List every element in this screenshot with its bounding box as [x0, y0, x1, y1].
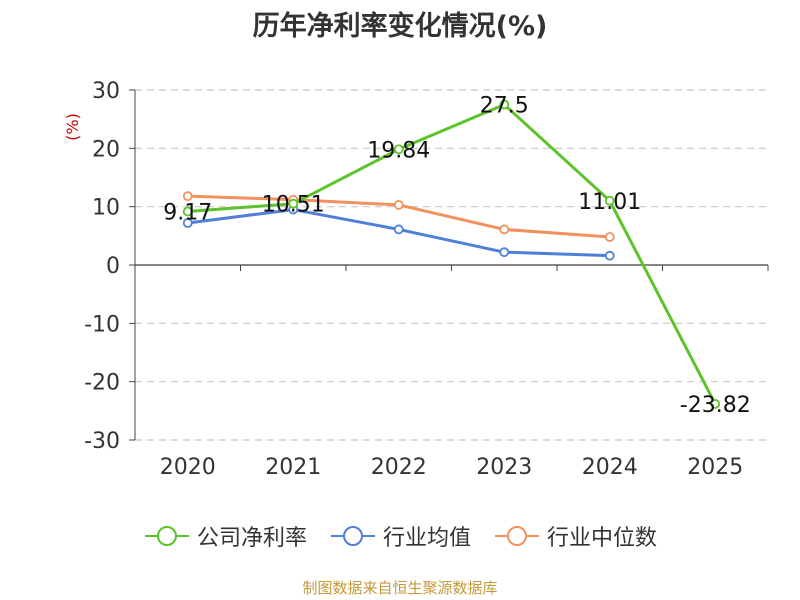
- data-label: -23.82: [680, 393, 751, 418]
- x-tick-label: 2021: [265, 455, 321, 480]
- data-point-1: [499, 247, 510, 258]
- legend-marker-industry-mean: [330, 526, 375, 546]
- data-label: 9.17: [163, 201, 212, 226]
- y-tick-label: 0: [106, 254, 120, 279]
- legend: 公司净利率 行业均值 行业中位数: [0, 518, 800, 554]
- x-tick-label: 2020: [160, 455, 216, 480]
- y-tick-label: -30: [84, 429, 120, 454]
- data-point-0: [604, 195, 615, 206]
- legend-item-industry-mean[interactable]: 行业均值: [329, 520, 471, 552]
- legend-marker-industry-median: [495, 526, 539, 546]
- y-tick-label: 20: [92, 137, 120, 162]
- legend-item-company[interactable]: 公司净利率: [143, 520, 307, 552]
- legend-label-industry-median: 行业中位数: [547, 526, 658, 551]
- data-point-0: [710, 399, 721, 409]
- data-point-0: [288, 198, 299, 209]
- data-point-1: [393, 224, 404, 235]
- data-label: 10.51: [262, 193, 325, 218]
- data-point-2: [499, 224, 510, 235]
- legend-marker-company: [144, 526, 189, 546]
- y-tick-label: -20: [84, 371, 120, 396]
- data-label: 19.84: [367, 138, 430, 163]
- y-tick-label: 30: [92, 79, 120, 104]
- data-point-2: [182, 191, 193, 202]
- x-tick-label: 2023: [476, 455, 532, 480]
- data-label: 11.01: [578, 190, 641, 215]
- y-tick-label: -10: [84, 312, 120, 337]
- data-source-note: 制图数据来自恒生聚源数据库: [302, 579, 498, 597]
- chart-title: 历年净利率变化情况(%): [252, 11, 548, 42]
- series-line-0: [187, 103, 717, 405]
- data-point-1: [604, 250, 615, 261]
- data-point-0: [393, 144, 404, 155]
- data-point-2: [393, 200, 404, 210]
- x-tick-label: 2022: [371, 455, 427, 480]
- legend-item-industry-median[interactable]: 行业中位数: [493, 520, 657, 552]
- line-chart: 30 20 10 0 -10 -20 -30 (%) 2020 2021 2022 2023 2024 2…: [63, 79, 769, 480]
- y-axis-label: (%): [63, 113, 82, 141]
- data-label: 27.5: [480, 94, 529, 119]
- data-point-2: [604, 232, 615, 242]
- data-point-0: [499, 99, 510, 110]
- legend-label-company: 公司净利率: [196, 526, 307, 551]
- data-point-0: [182, 206, 193, 217]
- x-tick-label: 2025: [687, 455, 743, 480]
- legend-label-industry-mean: 行业均值: [382, 526, 471, 551]
- x-tick-label: 2024: [582, 455, 638, 480]
- data-point-1: [182, 218, 193, 228]
- y-tick-label: 10: [92, 196, 120, 221]
